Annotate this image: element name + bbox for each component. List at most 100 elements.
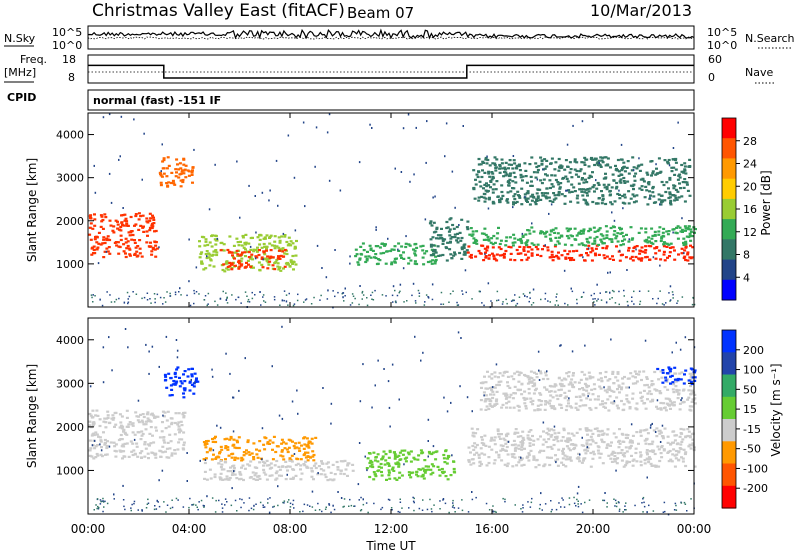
- heatmap-cell: [484, 197, 488, 200]
- heatmap-cell: [448, 511, 450, 514]
- heatmap-cell: [178, 162, 182, 165]
- heatmap-cell: [585, 191, 589, 195]
- heatmap-cell: [403, 463, 405, 466]
- heatmap-cell: [376, 460, 380, 463]
- heatmap-cell: [103, 241, 107, 245]
- heatmap-cell: [672, 404, 676, 407]
- heatmap-cell: [641, 250, 645, 253]
- heatmap-cell: [296, 458, 300, 461]
- heatmap-cell: [284, 442, 288, 445]
- heatmap-cell: [680, 399, 682, 402]
- heatmap-cell: [526, 455, 530, 458]
- heatmap-cell: [113, 449, 117, 452]
- heatmap-cell: [233, 456, 237, 459]
- heatmap-cell: [255, 231, 257, 234]
- heatmap-cell: [680, 371, 684, 374]
- heatmap-cell: [644, 442, 648, 445]
- heatmap-cell: [579, 168, 583, 171]
- ytick-label: 3000: [56, 172, 84, 185]
- heatmap-cell: [497, 432, 500, 436]
- heatmap-cell: [569, 381, 573, 384]
- heatmap-cell: [207, 292, 210, 295]
- heatmap-cell: [447, 230, 451, 233]
- heatmap-cell: [358, 257, 362, 260]
- heatmap-cell: [188, 280, 190, 283]
- heatmap-cell: [516, 190, 520, 193]
- heatmap-region-0: [88, 212, 159, 259]
- heatmap-cell: [478, 180, 482, 183]
- heatmap-cell: [253, 474, 257, 477]
- heatmap-cell: [672, 297, 674, 299]
- heatmap-cell: [219, 459, 223, 462]
- heatmap-cell: [128, 421, 132, 424]
- heatmap-cell: [150, 302, 152, 304]
- heatmap-cell: [228, 235, 232, 238]
- heatmap-cell: [580, 188, 583, 191]
- heatmap-cell: [656, 407, 660, 410]
- heatmap-cell: [383, 244, 387, 247]
- heatmap-cell: [211, 440, 215, 443]
- freq-trace: [88, 64, 694, 79]
- heatmap-cell: [540, 298, 542, 301]
- heatmap-cell: [553, 432, 557, 435]
- heatmap-cell: [576, 194, 580, 197]
- heatmap-cell: [287, 134, 290, 137]
- heatmap-cell: [417, 468, 421, 471]
- heatmap-cell: [159, 174, 163, 177]
- heatmap-cell: [269, 249, 273, 252]
- heatmap-cell: [539, 393, 543, 396]
- heatmap-cell: [203, 244, 207, 247]
- heatmap-cell: [583, 382, 587, 385]
- heatmap-cell: [671, 453, 675, 456]
- heatmap-cell: [635, 372, 638, 375]
- heatmap-cell: [490, 171, 494, 174]
- heatmap-cell: [263, 253, 267, 256]
- heatmap-cell: [462, 246, 466, 250]
- heatmap-cell: [480, 463, 483, 466]
- heatmap-cell: [304, 456, 308, 459]
- heatmap-cell: [611, 370, 615, 373]
- heatmap-cell: [204, 253, 208, 256]
- heatmap-cell: [605, 234, 609, 237]
- heatmap-cell: [668, 449, 672, 453]
- heatmap-cell: [557, 157, 561, 161]
- heatmap-cell: [191, 169, 194, 172]
- heatmap-cell: [579, 378, 583, 381]
- heatmap-cell: [681, 296, 684, 298]
- heatmap-cell: [513, 193, 517, 196]
- heatmap-cell: [526, 382, 530, 385]
- heatmap-cell: [668, 196, 672, 199]
- heatmap-cell: [675, 198, 679, 201]
- heatmap-cell: [609, 298, 611, 300]
- heatmap-cell: [601, 161, 605, 164]
- heatmap-cell: [241, 464, 245, 467]
- heatmap-cell: [390, 507, 393, 509]
- heatmap-cell: [380, 508, 382, 511]
- heatmap-cell: [580, 503, 582, 505]
- heatmap-cell: [344, 295, 346, 297]
- heatmap-cell: [553, 245, 557, 248]
- heatmap-cell: [165, 175, 169, 178]
- heatmap-cell: [571, 290, 574, 293]
- heatmap-cell: [139, 438, 143, 441]
- heatmap-cell: [651, 185, 655, 189]
- heatmap-cell: [288, 465, 292, 468]
- heatmap-cell: [460, 246, 464, 249]
- heatmap-cell: [92, 248, 96, 252]
- heatmap-cell: [207, 252, 211, 255]
- heatmap-cell: [660, 446, 664, 449]
- heatmap-cell: [99, 443, 101, 446]
- heatmap-cell: [234, 499, 237, 502]
- heatmap-cell: [127, 455, 131, 458]
- heatmap-cell: [326, 131, 329, 134]
- heatmap-cell: [482, 443, 486, 446]
- heatmap-cell: [551, 200, 555, 203]
- heatmap-cell: [165, 182, 169, 185]
- heatmap-cell: [600, 159, 604, 162]
- heatmap-cell: [600, 202, 604, 205]
- heatmap-cell: [105, 237, 109, 240]
- heatmap-cell: [303, 436, 307, 439]
- heatmap-cell: [310, 467, 314, 470]
- cpid-label: CPID: [7, 91, 36, 104]
- heatmap-cell: [211, 437, 214, 441]
